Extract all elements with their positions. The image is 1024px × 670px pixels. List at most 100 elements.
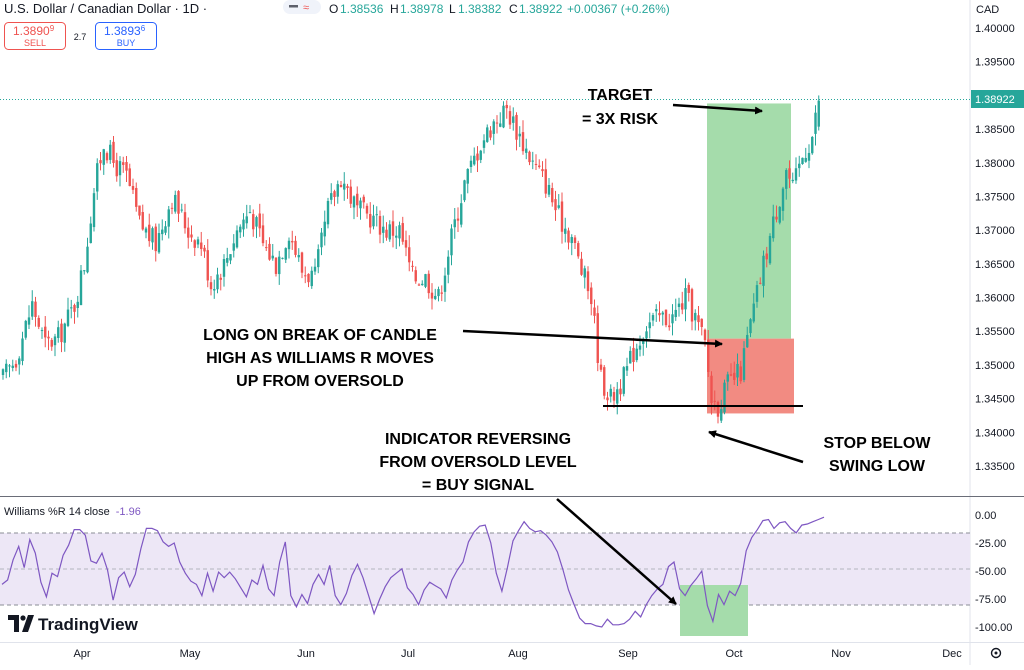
candle-body xyxy=(791,179,794,182)
candle-body xyxy=(57,327,60,338)
indicator-axis[interactable]: 0.00 -25.00 -50.00 -75.00 -100.00 xyxy=(975,510,1012,634)
candle-body xyxy=(297,255,300,258)
candle-body xyxy=(664,309,668,326)
candles[interactable] xyxy=(1,95,820,424)
candle-body xyxy=(508,111,512,125)
minus-icon xyxy=(289,5,298,8)
candle-body xyxy=(677,303,681,308)
candle-body xyxy=(430,292,434,299)
candle-body xyxy=(196,239,200,245)
candle-body xyxy=(161,229,164,235)
candle-body xyxy=(651,315,655,321)
candle-body xyxy=(703,329,707,341)
candle-body xyxy=(492,121,495,134)
candle-body xyxy=(616,389,619,404)
indicator-label[interactable]: Williams %R 14 close -1.96 xyxy=(4,506,141,518)
annotation-target: TARGET = 3X RISK xyxy=(582,87,658,128)
annotation-stop-line1: STOP BELOW xyxy=(824,435,932,452)
candle-body xyxy=(807,152,811,161)
visibility-toggle[interactable]: ≈ xyxy=(283,0,321,14)
main-pane-bg xyxy=(0,0,970,496)
candle-body xyxy=(655,309,658,312)
candle-body xyxy=(564,228,567,234)
candle-body xyxy=(619,388,622,395)
candle-body xyxy=(473,155,476,165)
price-tick-label: 1.34500 xyxy=(975,394,1015,406)
candle-body xyxy=(34,301,37,318)
candle-body xyxy=(460,203,463,225)
candle-body xyxy=(590,287,593,305)
price-tick-label: 1.37500 xyxy=(975,191,1015,203)
candle-body xyxy=(135,187,138,207)
candle-body xyxy=(50,339,53,347)
candle-body xyxy=(798,163,801,169)
candle-body xyxy=(219,277,222,280)
candle-body xyxy=(720,409,723,421)
candle-body xyxy=(63,323,66,343)
candle-body xyxy=(687,284,690,293)
candle-body xyxy=(235,230,239,248)
candle-body xyxy=(700,318,703,328)
time-tick-label: Apr xyxy=(73,648,90,660)
symbol-title[interactable]: U.S. Dollar / Canadian Dollar · 1D · xyxy=(4,1,207,16)
candle-body xyxy=(148,224,151,242)
candle-body xyxy=(447,256,450,275)
candle-body xyxy=(794,168,798,181)
candle-body xyxy=(356,193,359,206)
price-badge xyxy=(971,90,1024,108)
candle-body xyxy=(144,228,148,233)
candle-body xyxy=(330,193,333,200)
candle-body xyxy=(772,216,775,239)
candle-body xyxy=(489,130,492,138)
annotation-target-line2: = 3X RISK xyxy=(582,111,658,128)
buy-price: 1.38936 xyxy=(104,24,146,38)
candle-body xyxy=(752,303,755,322)
candle-body xyxy=(287,240,291,250)
candle-body xyxy=(746,334,749,348)
candle-body xyxy=(213,289,216,291)
tradingview-logo[interactable]: TradingView xyxy=(8,615,139,634)
candle-body xyxy=(365,205,369,214)
annotation-stop-line2: SWING LOW xyxy=(829,458,926,475)
price-tick-label: 1.38000 xyxy=(975,158,1015,170)
arrow-to-entry xyxy=(462,329,723,348)
sell-label: SELL xyxy=(24,38,46,48)
candle-body xyxy=(86,246,89,273)
candle-body xyxy=(352,196,356,208)
candle-body xyxy=(593,307,596,316)
candle-body xyxy=(138,205,141,216)
candle-body xyxy=(723,382,726,413)
candle-body xyxy=(632,347,635,363)
candle-body xyxy=(736,363,739,378)
candle-body xyxy=(573,237,577,244)
candle-body xyxy=(398,225,401,239)
gear-icon[interactable] xyxy=(990,647,1002,659)
candle-body xyxy=(625,366,629,371)
williams-r-line[interactable] xyxy=(1,516,825,628)
candle-body xyxy=(11,365,14,368)
annotation-long-line2: HIGH AS WILLIAMS R MOVES xyxy=(206,350,434,367)
buy-button[interactable]: 1.38936 BUY xyxy=(95,22,157,50)
target-zone xyxy=(707,103,791,339)
candle-body xyxy=(271,255,274,259)
candle-body xyxy=(495,122,499,124)
candle-body xyxy=(92,193,96,228)
candle-body xyxy=(408,247,411,263)
time-axis[interactable]: Apr May Jun Jul Aug Sep Oct Nov Dec xyxy=(73,648,962,660)
price-tick-label: 1.39500 xyxy=(975,57,1015,69)
candle-body xyxy=(1,369,5,376)
candle-body xyxy=(317,249,320,268)
candle-body xyxy=(463,180,466,201)
candle-body xyxy=(762,255,765,286)
candle-body xyxy=(53,336,57,346)
annotation-long-line3: UP FROM OVERSOLD xyxy=(236,373,404,390)
time-tick-label: Aug xyxy=(508,648,528,660)
time-tick-label: Jul xyxy=(401,648,415,660)
candle-body xyxy=(482,140,486,148)
candle-body xyxy=(369,214,372,228)
currency-label[interactable]: CAD xyxy=(976,4,999,16)
candle-body xyxy=(668,325,671,328)
candle-body xyxy=(252,214,255,230)
sell-button[interactable]: 1.38909 SELL xyxy=(4,22,66,50)
